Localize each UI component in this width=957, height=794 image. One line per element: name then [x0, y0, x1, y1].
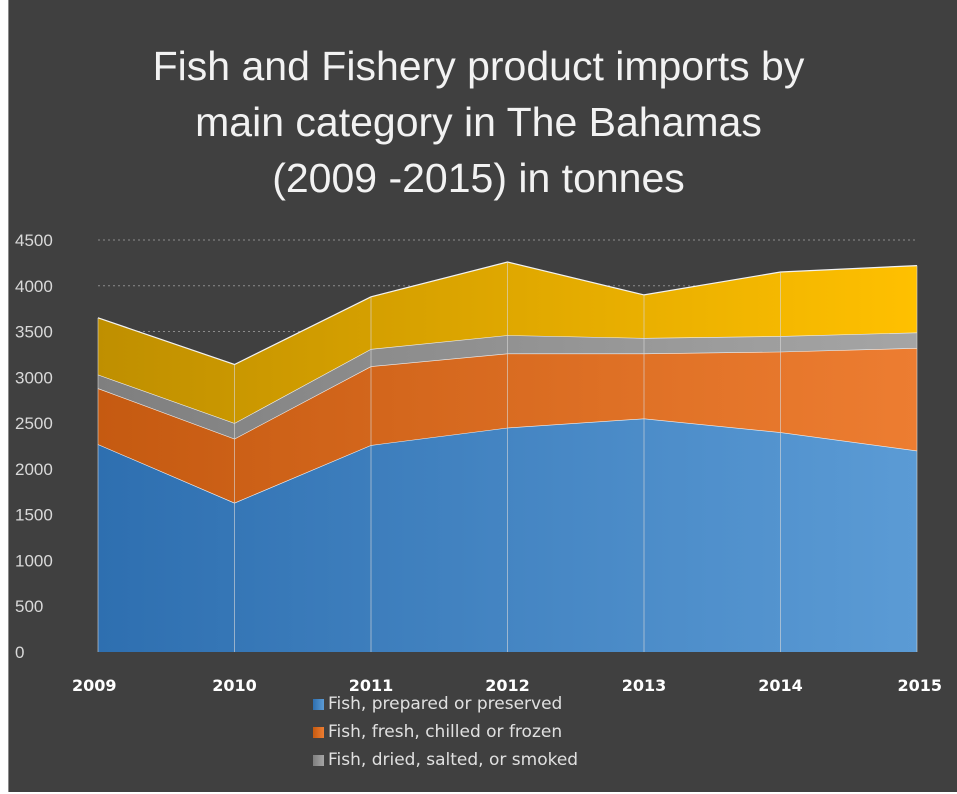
y-axis-tick-labels: 0 500 1000 1500 2000 2500 3000 3500 4000 4500	[15, 231, 53, 662]
y-tick-label: 1500	[15, 506, 53, 525]
chart-title: Fish and Fishery product imports by main…	[0, 38, 957, 206]
x-tick-label: 2009	[72, 676, 117, 695]
x-tick-label: 2012	[485, 676, 530, 695]
legend-swatch	[313, 698, 324, 710]
chart-title-line-1: Fish and Fishery product imports by	[152, 43, 805, 89]
legend-item: Fish, prepared or preserved	[313, 690, 578, 718]
legend-swatch	[313, 754, 324, 766]
x-tick-label: 2014	[758, 676, 803, 695]
legend-label: Fish, fresh, chilled or frozen	[328, 722, 563, 742]
x-tick-label: 2015	[897, 676, 942, 695]
legend-label: Fish, dried, salted, or smoked	[328, 750, 579, 770]
y-tick-label: 1000	[15, 551, 53, 570]
y-tick-label: 500	[15, 597, 43, 616]
y-tick-label: 2500	[15, 414, 53, 433]
legend-item: Fish, dried, salted, or smoked	[313, 746, 578, 774]
area-series-4	[98, 262, 917, 424]
legend-item: Fish, fresh, chilled or frozen	[313, 718, 578, 746]
x-tick-label: 2011	[349, 676, 394, 695]
x-tick-label: 2013	[622, 676, 667, 695]
legend-swatch	[313, 726, 324, 738]
y-tick-label: 0	[15, 643, 24, 662]
y-tick-label: 3000	[15, 368, 53, 387]
x-axis-tick-labels: 2009 2010 2011 2012 2013 2014 2015	[72, 676, 942, 695]
chart-title-line-2: main category in The Bahamas	[195, 99, 762, 145]
legend: Fish, prepared or preserved Fish, fresh, …	[313, 690, 578, 774]
y-tick-label: 3500	[15, 323, 53, 342]
x-tick-label: 2010	[212, 676, 257, 695]
y-tick-label: 2000	[15, 460, 53, 479]
chart-title-line-3: (2009 -2015) in tonnes	[272, 155, 685, 201]
y-tick-label: 4000	[15, 277, 53, 296]
y-tick-label: 4500	[15, 231, 53, 250]
area-series-3	[98, 332, 917, 439]
legend-label: Fish, prepared or preserved	[328, 694, 563, 714]
category-lines	[97, 261, 918, 652]
